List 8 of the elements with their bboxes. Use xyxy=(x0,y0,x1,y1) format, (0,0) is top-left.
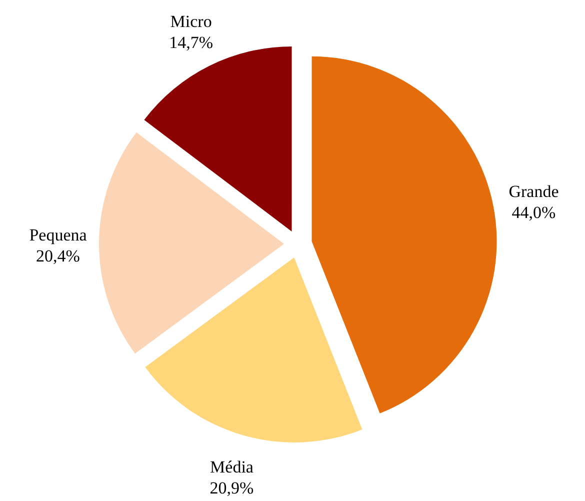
data-label: 20,4% xyxy=(36,246,80,266)
slice-label: Grande xyxy=(508,182,559,202)
data-label: 44,0% xyxy=(512,203,556,222)
slice-label: Média xyxy=(210,458,254,477)
slice-label: Micro xyxy=(170,12,212,32)
slice-label: Pequena xyxy=(29,225,88,244)
data-label: 14,7% xyxy=(169,33,214,52)
data-label: 20,9% xyxy=(210,478,254,498)
